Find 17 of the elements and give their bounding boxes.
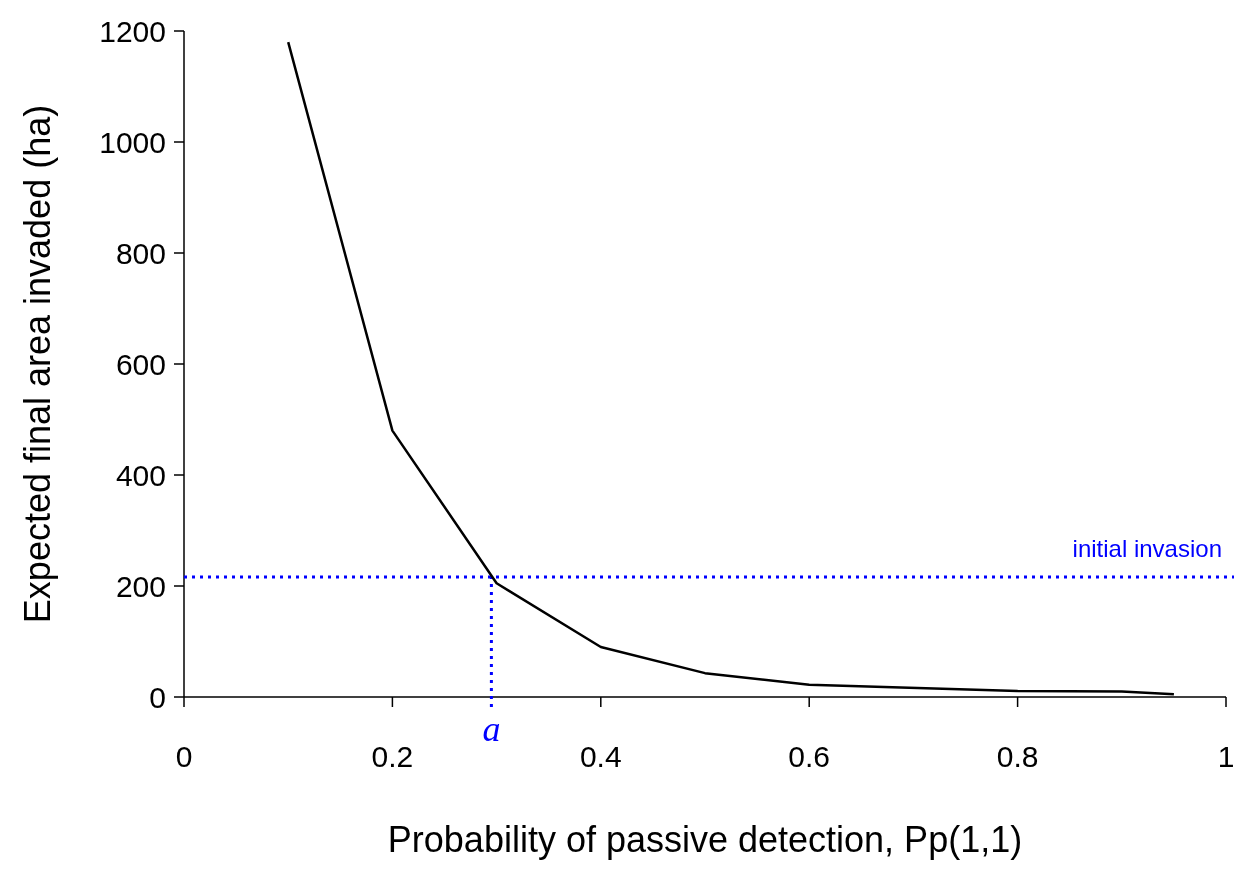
y-axis-title: Expected final area invaded (ha) bbox=[17, 104, 58, 624]
y-tick-label: 1200 bbox=[99, 14, 166, 48]
x-tick-label: 0.2 bbox=[371, 740, 414, 773]
y-tick-label: 600 bbox=[115, 347, 166, 381]
ref-line-label: a bbox=[482, 709, 501, 749]
ref-line-label: initial invasion bbox=[1072, 535, 1222, 563]
x-tick-label: 0.6 bbox=[788, 740, 831, 773]
y-tick-label: 800 bbox=[115, 236, 166, 270]
x-tick-label: 0 bbox=[175, 740, 193, 773]
x-tick-label: 0.4 bbox=[579, 740, 622, 773]
x-axis-title: Probability of passive detection, Pp(1,1) bbox=[387, 819, 1023, 860]
x-tick-label: 1 bbox=[1217, 740, 1235, 773]
y-tick-label: 400 bbox=[115, 458, 166, 492]
y-tick-label: 1000 bbox=[99, 125, 166, 159]
y-tick-label: 200 bbox=[115, 569, 166, 603]
y-tick-label: 0 bbox=[149, 680, 166, 714]
x-tick-label: 0.8 bbox=[996, 740, 1039, 773]
